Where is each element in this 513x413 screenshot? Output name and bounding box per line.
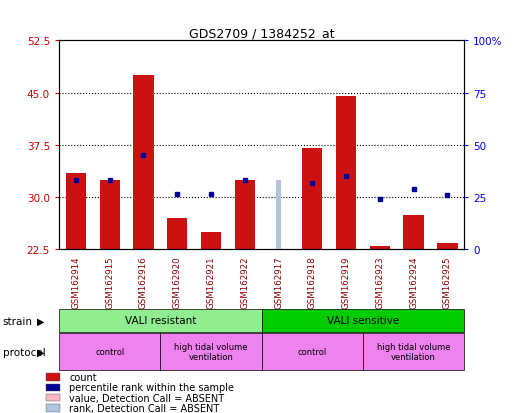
Bar [275,180,281,250]
Bar [370,247,390,250]
Text: control: control [95,347,124,356]
Bar [234,180,255,250]
Text: VALI resistant: VALI resistant [125,316,196,326]
Text: GSM162914: GSM162914 [71,256,81,309]
Bar [363,333,464,370]
Text: ▶: ▶ [37,347,45,357]
Text: GSM162922: GSM162922 [240,256,249,309]
Bar [160,333,262,370]
Text: GSM162925: GSM162925 [443,256,452,309]
Bar [59,309,262,332]
Bar [336,97,356,250]
Bar [100,180,120,250]
Bar [46,384,60,391]
Text: GSM162924: GSM162924 [409,256,418,309]
Bar [46,394,60,401]
Text: GSM162915: GSM162915 [105,256,114,309]
Text: GSM162923: GSM162923 [376,256,384,309]
Text: GSM162920: GSM162920 [173,256,182,309]
Text: protocol: protocol [3,347,45,357]
Text: value, Detection Call = ABSENT: value, Detection Call = ABSENT [69,393,225,403]
Bar [262,309,464,332]
Text: high tidal volume
ventilation: high tidal volume ventilation [174,342,248,361]
Text: percentile rank within the sample: percentile rank within the sample [69,382,234,392]
Bar [403,215,424,250]
Text: GSM162916: GSM162916 [139,256,148,309]
Title: GDS2709 / 1384252_at: GDS2709 / 1384252_at [189,27,334,40]
Bar [46,404,60,412]
Text: rank, Detection Call = ABSENT: rank, Detection Call = ABSENT [69,403,220,413]
Bar [201,233,221,250]
Bar [66,173,86,250]
Text: GSM162918: GSM162918 [308,256,317,309]
Bar [262,333,363,370]
Bar [59,333,160,370]
Text: high tidal volume
ventilation: high tidal volume ventilation [377,342,450,361]
Text: GSM162921: GSM162921 [206,256,215,309]
Bar [302,149,322,250]
Text: GSM162917: GSM162917 [274,256,283,309]
Text: GSM162919: GSM162919 [342,256,350,308]
Bar [167,218,187,250]
Text: count: count [69,372,97,382]
Text: ▶: ▶ [37,316,45,326]
Text: strain: strain [3,316,32,326]
Text: VALI sensitive: VALI sensitive [327,316,399,326]
Text: control: control [298,347,327,356]
Bar [437,243,458,250]
Bar [46,373,60,381]
Bar [133,76,153,250]
